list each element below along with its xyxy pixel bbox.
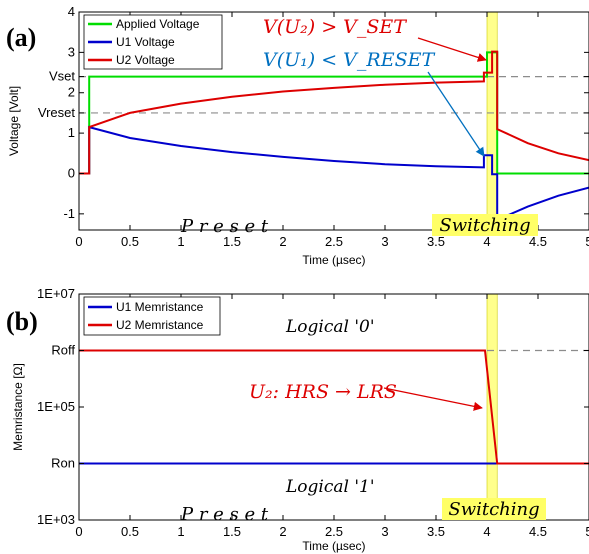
x-tick-label: 3 [381,524,388,539]
panel-b-legend: U1 Memristance U2 Memristance [83,296,221,336]
annotation-switching-a: Switching [439,215,530,236]
x-tick-label: 4 [483,234,490,249]
y-tick-label: -1 [63,206,75,221]
y-tick-label: 1E+05 [37,399,75,414]
legend-label-u2-voltage: U2 Voltage [116,53,175,67]
y-tick-label: Roff [51,343,75,358]
x-tick-label: 5 [585,234,589,249]
x-tick-label: 2.5 [325,524,343,539]
x-tick-label: 1.5 [223,524,241,539]
y-tick-label: 1E+07 [37,286,75,301]
x-tick-label: 3.5 [427,234,445,249]
x-tick-label: 3.5 [427,524,445,539]
annotation-hrs-to-lrs: U₂: HRS → LRS [249,381,397,403]
arrow-vreset [427,71,485,157]
panel-a-xlabel: Time (µsec) [302,253,365,267]
arrow-vset [417,37,487,62]
series-u2-memristance [79,349,589,465]
x-tick-label: 0.5 [121,234,139,249]
y-tick-label: 0 [68,165,75,180]
x-tick-label: 4.5 [529,234,547,249]
x-tick-label: 4.5 [529,524,547,539]
series-u2-voltage [79,50,589,175]
panel-b: 0 0.5 1 1.5 2 2.5 3 3.5 4 4.5 5 1E+03 Ron 1E+05 Roff 1… [6,286,589,553]
switching-highlight [486,11,498,231]
y-tick-label: Vset [49,69,75,84]
x-tick-label: 2 [279,234,286,249]
annotation-logical-1: Logical '1' [285,477,375,497]
y-tick-label: 1 [68,125,75,140]
y-tick-label: 4 [68,4,75,19]
panel-a-label: (a) [6,23,36,52]
annotation-logical-0: Logical '0' [285,317,375,337]
annotation-v-u2-gt-vset: V(U₂) > V_SET [263,16,407,38]
x-tick-label: 2 [279,524,286,539]
x-tick-label: 3 [381,234,388,249]
annotation-preset-b: P r e s e t [180,504,269,525]
x-tick-label: 2.5 [325,234,343,249]
x-tick-label: 1 [177,524,184,539]
x-tick-label: 0 [75,234,82,249]
panel-a: 00.511.522.533.544.55 -101Vreset2Vset34 … [6,4,589,267]
x-tick-label: 0.5 [121,524,139,539]
x-tick-label: 0 [75,524,82,539]
y-tick-label: 3 [68,44,75,59]
legend-label-applied-voltage: Applied Voltage [116,17,200,31]
annotation-v-u1-lt-vreset: V(U₁) < V_RESET [263,49,435,71]
panel-b-ylabel: Memristance [Ω] [11,363,25,451]
x-tick-label: 1 [177,234,184,249]
x-tick-label: 5 [585,524,589,539]
panel-b-xlabel: Time (µsec) [302,539,365,553]
y-tick-label: Ron [51,456,75,471]
y-tick-label: 1E+03 [37,512,75,527]
arrow-hrs-to-lrs [383,387,483,411]
y-tick-label: 2 [68,85,75,100]
x-tick-label: 1.5 [223,234,241,249]
annotation-preset-a: P r e s e t [180,216,269,237]
legend-label-u1-memristance: U1 Memristance [116,300,204,314]
panel-a-ylabel: Voltage [Volt] [7,86,21,156]
annotation-switching-b: Switching [448,499,539,520]
panel-b-label: (b) [6,307,38,336]
legend-label-u1-voltage: U1 Voltage [116,35,175,49]
legend-label-u2-memristance: U2 Memristance [116,318,204,332]
panel-a-legend: Applied Voltage U1 Voltage U2 Voltage [83,14,223,70]
switching-label-bg-a [432,214,538,236]
x-tick-label: 4 [483,524,490,539]
y-tick-label: Vreset [38,105,75,120]
switching-label-bg-b [442,498,546,520]
